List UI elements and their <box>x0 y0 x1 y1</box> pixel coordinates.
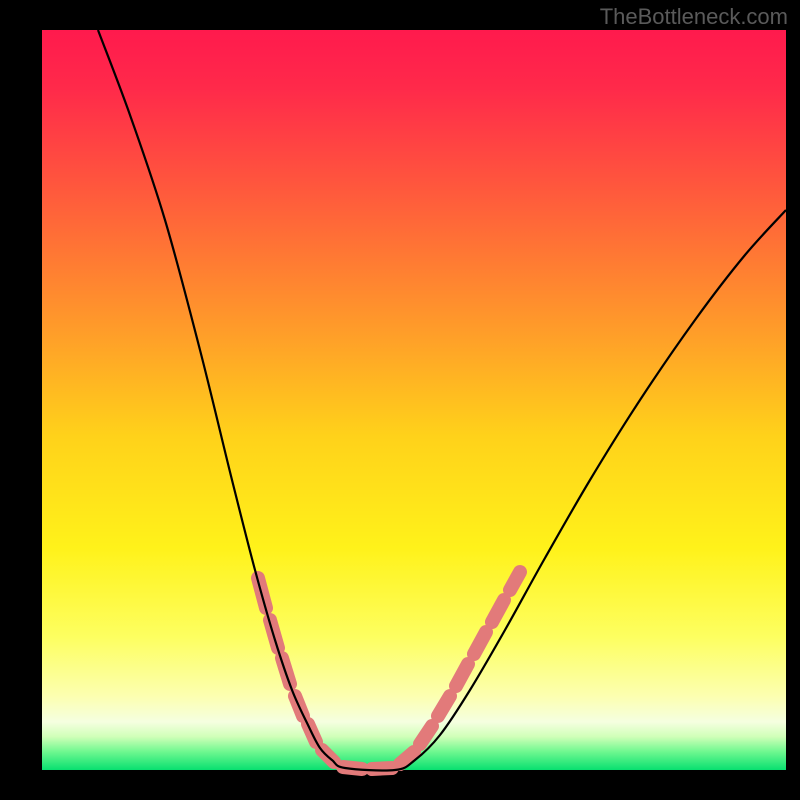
chart-svg <box>0 0 800 800</box>
plot-background <box>42 30 786 770</box>
chart-container: TheBottleneck.com <box>0 0 800 800</box>
watermark-text: TheBottleneck.com <box>600 4 788 30</box>
